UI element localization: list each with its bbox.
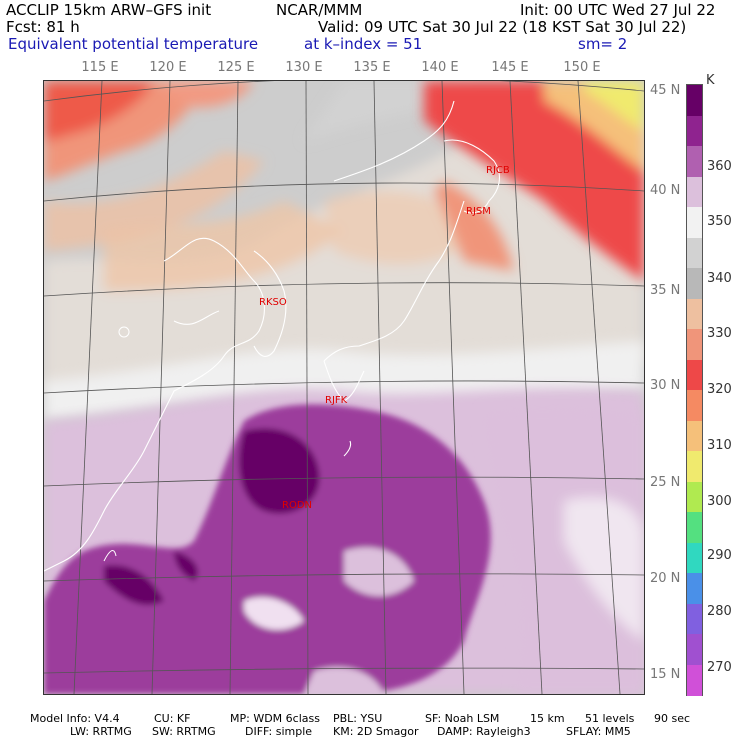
footer-cu: CU: KF <box>154 712 191 725</box>
colorbar-label: 320 <box>707 382 732 397</box>
colorbar-segment <box>687 420 702 452</box>
footer-sf: SF: Noah LSM <box>425 712 500 725</box>
colorbar-segment <box>687 664 702 696</box>
colorbar-segment <box>687 176 702 208</box>
map-canvas <box>44 81 644 694</box>
colorbar-segment <box>687 85 702 116</box>
field-warm-northeast <box>424 81 644 281</box>
footer-lw: LW: RRTMG <box>70 725 132 738</box>
field-purple-core <box>44 404 491 694</box>
lat-tick: 15 N <box>650 667 681 682</box>
lon-tick: 140 E <box>421 60 459 75</box>
colorbar-segment <box>687 359 702 391</box>
colorbar-unit: K <box>706 73 715 88</box>
lon-tick: 145 E <box>491 60 529 75</box>
colorbar-segment <box>687 481 702 513</box>
footer-mp: MP: WDM 6class <box>230 712 320 725</box>
colorbar-segment <box>687 329 702 360</box>
colorbar-label: 290 <box>707 548 732 563</box>
colorbar-segment <box>687 634 702 665</box>
colorbar-label: 300 <box>707 494 732 509</box>
footer-sw: SW: RRTMG <box>152 725 216 738</box>
valid-time: Valid: 09 UTC Sat 30 Jul 22 (18 KST Sat … <box>318 18 687 36</box>
colorbar-segment <box>687 573 702 604</box>
init-time: Init: 00 UTC Wed 27 Jul 22 <box>520 1 716 19</box>
lat-tick: 35 N <box>650 283 681 298</box>
colorbar-segment <box>687 207 702 238</box>
footer-pbl: PBL: YSU <box>333 712 383 725</box>
footer-sflay: SFLAY: MM5 <box>566 725 631 738</box>
colorbar-segment <box>687 542 702 574</box>
footer-damp: DAMP: Rayleigh3 <box>437 725 531 738</box>
footer-diff: DIFF: simple <box>245 725 313 738</box>
colorbar-segment <box>687 512 702 543</box>
colorbar-label: 360 <box>707 159 732 174</box>
colorbar-segment <box>687 268 702 299</box>
lon-tick: 115 E <box>81 60 119 75</box>
station-rodn: RODN <box>282 500 312 511</box>
theta-e-map: RJCB RJSM RKSO RJFK RODN <box>43 80 645 695</box>
organization-label: NCAR/MMM <box>276 1 363 19</box>
colorbar-label: 280 <box>707 604 732 619</box>
smoothing-value: sm= 2 <box>578 35 628 53</box>
footer-model-info: Model Info: V4.4 <box>30 712 120 725</box>
graticule <box>44 81 644 694</box>
field-warm-northwest <box>44 81 254 181</box>
colorbar-segment <box>687 298 702 330</box>
footer-levels: 51 levels <box>585 712 635 725</box>
level-index: at k–index = 51 <box>304 35 423 53</box>
lon-tick: 150 E <box>563 60 601 75</box>
colorbar-label: 350 <box>707 214 732 229</box>
lon-tick: 125 E <box>217 60 255 75</box>
lat-tick: 40 N <box>650 183 681 198</box>
colorbar-label: 310 <box>707 438 732 453</box>
colorbar-segment <box>687 390 702 421</box>
station-rjcb: RJCB <box>486 165 510 176</box>
colorbar-segment <box>687 603 702 635</box>
footer-timestep: 90 sec <box>654 712 691 725</box>
station-rjfk: RJFK <box>325 395 348 406</box>
footer-resolution: 15 km <box>530 712 565 725</box>
colorbar-segment <box>687 115 702 147</box>
colorbar-segment <box>687 451 702 482</box>
lat-tick: 25 N <box>650 475 681 490</box>
colorbar-label: 330 <box>707 326 732 341</box>
colorbar-label: 340 <box>707 271 732 286</box>
lat-tick: 30 N <box>650 378 681 393</box>
lon-tick: 130 E <box>285 60 323 75</box>
station-rkso: RKSO <box>259 297 287 308</box>
colorbar-segment <box>687 146 702 177</box>
forecast-hour: Fcst: 81 h <box>6 18 80 36</box>
islands <box>103 326 130 562</box>
colorbar-segment <box>687 237 702 269</box>
lat-tick: 20 N <box>650 571 681 586</box>
model-title: ACCLIP 15km ARW–GFS init <box>6 1 212 19</box>
colorbar <box>686 84 703 696</box>
lon-tick: 135 E <box>353 60 391 75</box>
coastlines <box>44 100 500 572</box>
lon-tick: 120 E <box>149 60 187 75</box>
station-rjsm: RJSM <box>466 206 491 217</box>
lat-tick: 45 N <box>650 83 681 98</box>
footer-km: KM: 2D Smagor <box>333 725 419 738</box>
colorbar-label: 270 <box>707 660 732 675</box>
field-name: Equivalent potential temperature <box>8 35 259 53</box>
